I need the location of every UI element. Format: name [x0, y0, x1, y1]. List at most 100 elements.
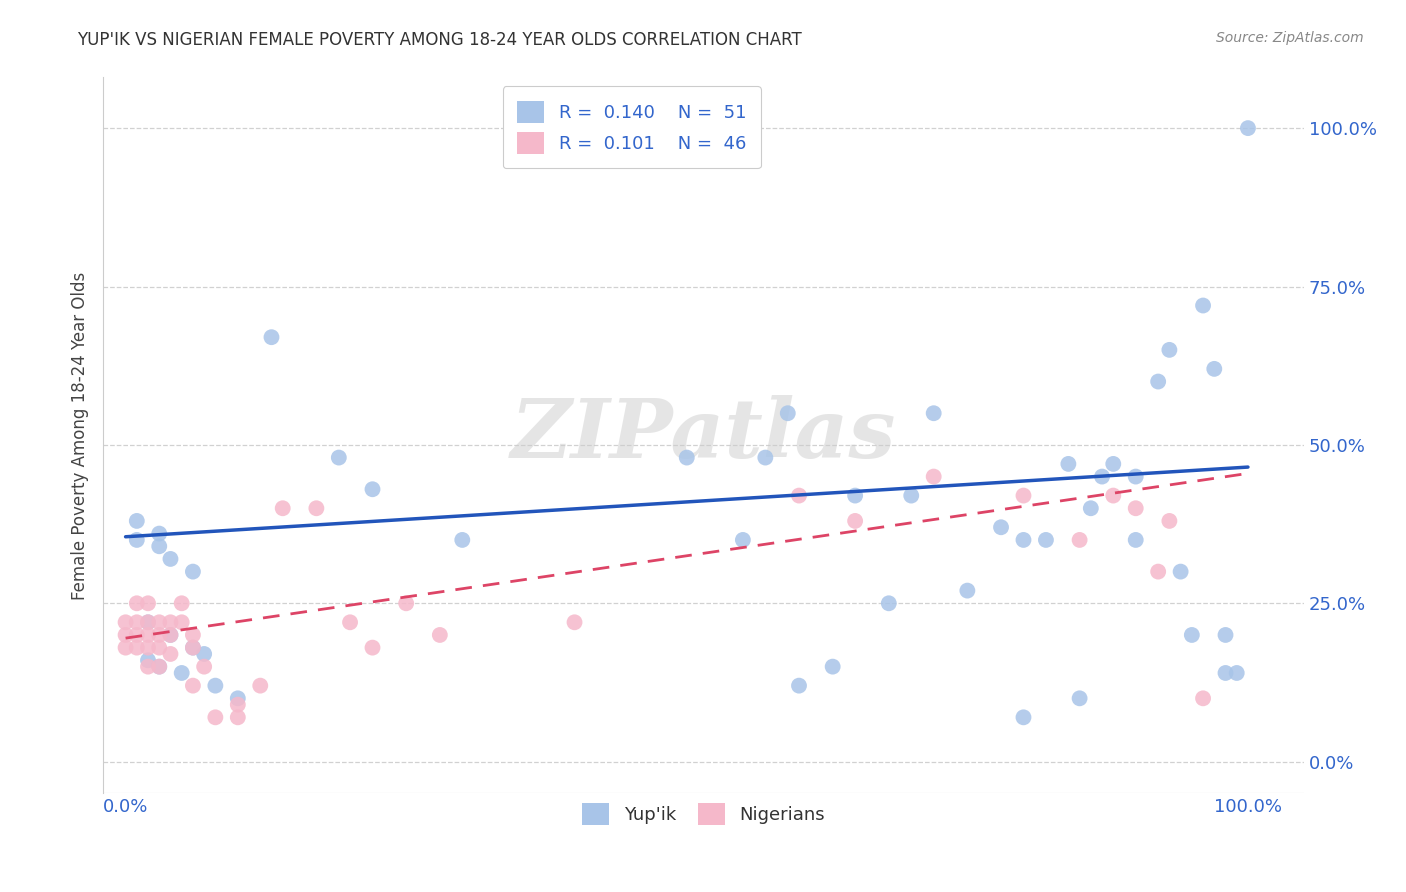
Point — [1035, 533, 1057, 547]
Point — [305, 501, 328, 516]
Point — [271, 501, 294, 516]
Text: Source: ZipAtlas.com: Source: ZipAtlas.com — [1216, 31, 1364, 45]
Point — [193, 647, 215, 661]
Point — [1012, 533, 1035, 547]
Point — [675, 450, 697, 465]
Point — [1147, 565, 1170, 579]
Point — [1080, 501, 1102, 516]
Point — [159, 615, 181, 630]
Point — [1125, 501, 1147, 516]
Point — [1170, 565, 1192, 579]
Point — [159, 628, 181, 642]
Point — [1226, 665, 1249, 680]
Point — [787, 489, 810, 503]
Point — [1192, 299, 1215, 313]
Point — [1102, 489, 1125, 503]
Y-axis label: Female Poverty Among 18-24 Year Olds: Female Poverty Among 18-24 Year Olds — [72, 271, 89, 599]
Point — [754, 450, 776, 465]
Point — [148, 628, 170, 642]
Legend: Yup'ik, Nigerians: Yup'ik, Nigerians — [574, 795, 834, 834]
Point — [170, 596, 193, 610]
Point — [148, 526, 170, 541]
Point — [204, 710, 226, 724]
Point — [787, 679, 810, 693]
Point — [328, 450, 350, 465]
Point — [1069, 691, 1091, 706]
Point — [136, 659, 159, 673]
Point — [1147, 375, 1170, 389]
Point — [136, 653, 159, 667]
Point — [731, 533, 754, 547]
Point — [877, 596, 900, 610]
Point — [1057, 457, 1080, 471]
Point — [451, 533, 474, 547]
Point — [114, 628, 136, 642]
Point — [844, 489, 866, 503]
Point — [148, 615, 170, 630]
Point — [136, 596, 159, 610]
Point — [1012, 710, 1035, 724]
Point — [181, 640, 204, 655]
Point — [170, 615, 193, 630]
Point — [159, 628, 181, 642]
Point — [1215, 665, 1237, 680]
Point — [159, 647, 181, 661]
Point — [193, 659, 215, 673]
Point — [136, 615, 159, 630]
Point — [956, 583, 979, 598]
Point — [226, 710, 249, 724]
Point — [260, 330, 283, 344]
Point — [776, 406, 799, 420]
Point — [125, 596, 148, 610]
Point — [395, 596, 418, 610]
Point — [1069, 533, 1091, 547]
Point — [1091, 469, 1114, 483]
Point — [339, 615, 361, 630]
Point — [1237, 121, 1260, 136]
Point — [429, 628, 451, 642]
Point — [170, 665, 193, 680]
Point — [181, 679, 204, 693]
Point — [148, 659, 170, 673]
Point — [136, 628, 159, 642]
Point — [148, 659, 170, 673]
Point — [148, 640, 170, 655]
Point — [136, 615, 159, 630]
Point — [844, 514, 866, 528]
Point — [159, 552, 181, 566]
Point — [922, 469, 945, 483]
Point — [900, 489, 922, 503]
Point — [1159, 343, 1181, 357]
Point — [249, 679, 271, 693]
Point — [1125, 533, 1147, 547]
Point — [125, 533, 148, 547]
Text: YUP'IK VS NIGERIAN FEMALE POVERTY AMONG 18-24 YEAR OLDS CORRELATION CHART: YUP'IK VS NIGERIAN FEMALE POVERTY AMONG … — [77, 31, 801, 49]
Point — [1181, 628, 1204, 642]
Point — [181, 565, 204, 579]
Point — [1102, 457, 1125, 471]
Point — [564, 615, 586, 630]
Point — [1159, 514, 1181, 528]
Point — [990, 520, 1012, 534]
Point — [226, 698, 249, 712]
Point — [125, 514, 148, 528]
Point — [148, 539, 170, 553]
Point — [1012, 489, 1035, 503]
Point — [125, 640, 148, 655]
Point — [361, 640, 384, 655]
Point — [821, 659, 844, 673]
Point — [1204, 362, 1226, 376]
Point — [125, 615, 148, 630]
Point — [1192, 691, 1215, 706]
Point — [922, 406, 945, 420]
Point — [181, 640, 204, 655]
Point — [125, 628, 148, 642]
Point — [1215, 628, 1237, 642]
Point — [361, 482, 384, 496]
Point — [181, 628, 204, 642]
Text: ZIPatlas: ZIPatlas — [510, 395, 897, 475]
Point — [114, 640, 136, 655]
Point — [204, 679, 226, 693]
Point — [1125, 469, 1147, 483]
Point — [114, 615, 136, 630]
